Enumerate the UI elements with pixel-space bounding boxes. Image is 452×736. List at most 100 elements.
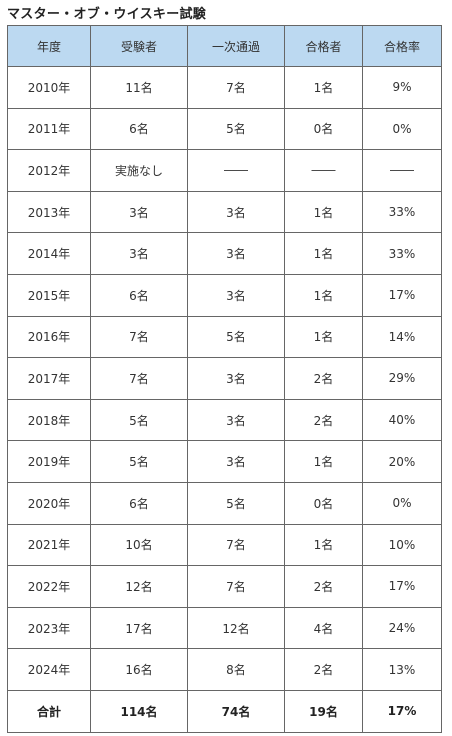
cell-examinees: 実施なし (90, 149, 188, 192)
header-row: 年度 受験者 一次通過 合格者 合格率 (7, 25, 442, 67)
cell-passers: 1名 (284, 523, 363, 567)
cell-passers: 2名 (284, 357, 363, 400)
cell-examinees: 5名 (90, 398, 188, 442)
cell-year: 2014年 (7, 232, 91, 275)
cell-pass-rate: 24% (362, 606, 442, 650)
table-row: 2016年 7名 5名 1名 14% (7, 315, 442, 359)
cell-passers: 1名 (284, 232, 363, 275)
cell-pass-rate: 20% (362, 440, 442, 483)
cell-pass-rate: 33% (362, 190, 442, 234)
table-row: 2011年 6名 5名 0名 0% (7, 107, 442, 151)
cell-examinees: 7名 (90, 315, 188, 359)
page-title: マスター・オブ・ウイスキー試験 (7, 7, 207, 22)
cell-passers: ―― (284, 149, 363, 192)
cell-passers: 1名 (284, 440, 363, 483)
header-examinees: 受験者 (90, 25, 188, 67)
cell-passers: 2名 (284, 648, 363, 691)
cell-pass-rate: 29% (362, 357, 442, 400)
cell-passers: 0名 (284, 107, 363, 151)
cell-pass-rate: ―― (362, 149, 442, 192)
cell-pass-rate: 0% (362, 107, 442, 151)
cell-first-pass: 7名 (187, 66, 285, 109)
table-row: 2014年 3名 3名 1名 33% (7, 232, 442, 275)
cell-passers: 0名 (284, 481, 363, 525)
cell-year: 2013年 (7, 190, 91, 234)
cell-pass-rate: 9% (362, 66, 442, 109)
header-passers: 合格者 (284, 25, 363, 67)
cell-pass-rate: 33% (362, 232, 442, 275)
cell-passers: 1名 (284, 315, 363, 359)
table-row: 2010年 11名 7名 1名 9% (7, 66, 442, 109)
cell-first-pass: 5名 (187, 107, 285, 151)
cell-examinees: 11名 (90, 66, 188, 109)
cell-pass-rate: 14% (362, 315, 442, 359)
cell-examinees: 3名 (90, 190, 188, 234)
cell-year: 2011年 (7, 107, 91, 151)
cell-first-pass: 3名 (187, 190, 285, 234)
cell-first-pass: 7名 (187, 565, 285, 608)
cell-first-pass: 5名 (187, 481, 285, 525)
cell-year: 2019年 (7, 440, 91, 483)
cell-year: 2015年 (7, 273, 91, 317)
total-cell-examinees: 114名 (90, 689, 188, 733)
cell-first-pass: 3名 (187, 357, 285, 400)
cell-pass-rate: 40% (362, 398, 442, 442)
header-year: 年度 (7, 25, 91, 67)
cell-passers: 1名 (284, 66, 363, 109)
cell-first-pass: 5名 (187, 315, 285, 359)
total-cell-passers: 19名 (284, 689, 363, 733)
cell-pass-rate: 13% (362, 648, 442, 691)
cell-examinees: 6名 (90, 481, 188, 525)
table-row: 2017年 7名 3名 2名 29% (7, 357, 442, 400)
table-row: 2021年 10名 7名 1名 10% (7, 523, 442, 567)
cell-examinees: 3名 (90, 232, 188, 275)
cell-passers: 2名 (284, 398, 363, 442)
results-table: 年度 受験者 一次通過 合格者 合格率 2010年 11名 7名 1名 9% 2011年 6… (7, 25, 442, 733)
cell-year: 2012年 (7, 149, 91, 192)
table-row: 2015年 6名 3名 1名 17% (7, 273, 442, 317)
cell-first-pass: 3名 (187, 440, 285, 483)
cell-examinees: 10名 (90, 523, 188, 567)
cell-first-pass: 12名 (187, 606, 285, 650)
cell-first-pass: ―― (187, 149, 285, 192)
table-row: 2020年 6名 5名 0名 0% (7, 481, 442, 525)
cell-examinees: 6名 (90, 107, 188, 151)
total-row: 合計 114名 74名 19名 17% (7, 689, 442, 733)
table-row: 2012年 実施なし ―― ―― ―― (7, 149, 442, 192)
cell-year: 2010年 (7, 66, 91, 109)
cell-examinees: 17名 (90, 606, 188, 650)
cell-year: 2016年 (7, 315, 91, 359)
cell-first-pass: 3名 (187, 398, 285, 442)
table-row: 2013年 3名 3名 1名 33% (7, 190, 442, 234)
table-row: 2019年 5名 3名 1名 20% (7, 440, 442, 483)
cell-year: 2022年 (7, 565, 91, 608)
table-row: 2023年 17名 12名 4名 24% (7, 606, 442, 650)
cell-year: 2020年 (7, 481, 91, 525)
cell-first-pass: 3名 (187, 273, 285, 317)
cell-examinees: 7名 (90, 357, 188, 400)
cell-first-pass: 7名 (187, 523, 285, 567)
table-row: 2018年 5名 3名 2名 40% (7, 398, 442, 442)
cell-passers: 2名 (284, 565, 363, 608)
cell-passers: 1名 (284, 190, 363, 234)
cell-pass-rate: 10% (362, 523, 442, 567)
cell-first-pass: 8名 (187, 648, 285, 691)
table-row: 2024年 16名 8名 2名 13% (7, 648, 442, 691)
total-cell-first-pass: 74名 (187, 689, 285, 733)
cell-year: 2024年 (7, 648, 91, 691)
cell-first-pass: 3名 (187, 232, 285, 275)
cell-year: 2017年 (7, 357, 91, 400)
cell-year: 2021年 (7, 523, 91, 567)
total-cell-year: 合計 (7, 689, 91, 733)
cell-passers: 4名 (284, 606, 363, 650)
cell-pass-rate: 17% (362, 273, 442, 317)
cell-examinees: 12名 (90, 565, 188, 608)
table-body: 2010年 11名 7名 1名 9% 2011年 6名 5名 0名 0% 2012年 実施なし ―― ――… (7, 66, 442, 733)
cell-pass-rate: 0% (362, 481, 442, 525)
header-pass-rate: 合格率 (362, 25, 442, 67)
cell-examinees: 5名 (90, 440, 188, 483)
header-first-pass: 一次通過 (187, 25, 285, 67)
cell-year: 2023年 (7, 606, 91, 650)
cell-passers: 1名 (284, 273, 363, 317)
